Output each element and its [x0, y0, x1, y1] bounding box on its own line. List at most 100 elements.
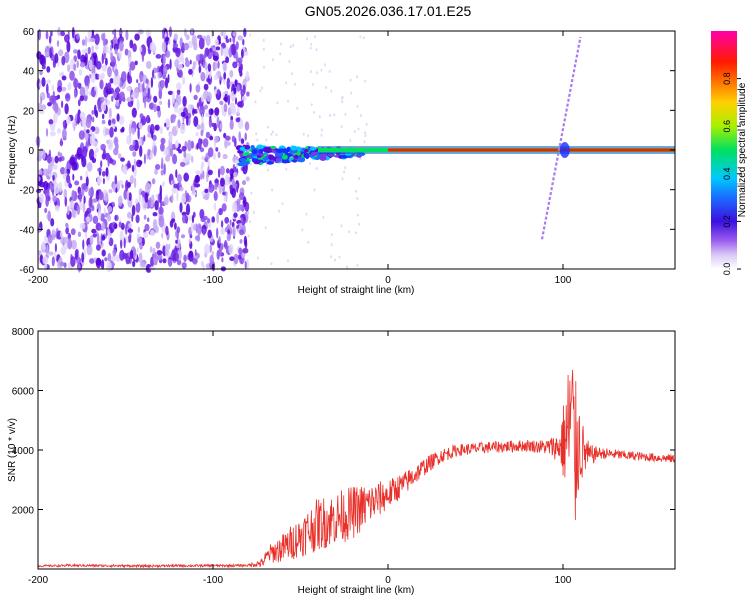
spectrogram-noise-cell [70, 256, 76, 267]
carrier-blob [237, 150, 244, 154]
spectrogram-noise-cell [42, 149, 46, 160]
spectrogram-noise-cell [54, 243, 58, 253]
spectrogram-noise-cell [106, 260, 112, 273]
colorbar: 0.0 0.2 0.4 0.6 0.8 Normalized spectral ampl… [711, 31, 748, 275]
spectrogram-noise-cell [39, 181, 46, 188]
spectrogram-noise-cell [185, 203, 191, 216]
spectrogram-noise-cell [328, 70, 331, 73]
spectrogram-noise-cell [340, 224, 343, 228]
spectrogram-noise-cell [65, 92, 71, 102]
spectrogram-noise-cell [49, 47, 52, 59]
spectrogram-noise-cell [176, 82, 182, 90]
spectrogram-noise-cell [224, 93, 229, 103]
spectrogram-noise-cell [270, 262, 273, 266]
spectrogram-noise-cell [365, 122, 368, 126]
spectrogram-noise-cell [118, 180, 124, 186]
spectrogram-noise-cell [225, 38, 230, 44]
spectrogram-noise-cell [220, 227, 226, 235]
spectrogram-noise-cell [225, 141, 231, 146]
spectrogram-noise-cell [54, 155, 59, 164]
spectrogram-noise-cell [139, 145, 143, 157]
spectrogram-noise-cell [195, 84, 201, 93]
spectrogram-noise-cell [156, 254, 163, 261]
spectrogram-noise-cell [38, 169, 43, 176]
spectrogram-noise-cell [47, 234, 53, 244]
spectrogram-noise-cell [38, 250, 42, 256]
spectrogram-noise-cell [73, 49, 78, 54]
spectrogram-noise-cell [176, 226, 181, 234]
spectrogram-noise-cell [359, 114, 362, 118]
carrier-blob [282, 154, 288, 160]
spectrogram-noise-cell [239, 239, 243, 244]
spectrogram-noise-cell [152, 247, 156, 255]
spectrogram-noise-cell [136, 79, 139, 84]
spectrogram-noise-cell [259, 89, 262, 93]
spectrogram-noise-cell [129, 175, 134, 185]
spectrogram-noise-cell [85, 132, 89, 142]
spectrogram-noise-cell [162, 53, 166, 66]
spectrogram-noise-cell [111, 95, 114, 102]
spectrogram-noise-cell [243, 235, 247, 247]
spectrogram-noise-cell [85, 48, 88, 54]
spectrogram-noise-cell [77, 263, 81, 273]
spectrogram-noise-cell [94, 126, 100, 135]
spectrogram-noise-cell [118, 115, 125, 125]
spectrogram-noise-cell [90, 72, 96, 84]
spectrogram-x-tick-label: 100 [555, 275, 572, 286]
spectrogram-noise-cell [111, 118, 116, 125]
spectrogram-noise-cell [181, 262, 187, 269]
spectrogram-noise-cell [149, 41, 156, 52]
spectrogram-noise-cell [39, 70, 43, 76]
spectrogram-noise-cell [189, 234, 193, 239]
spectrogram-noise-cell [48, 119, 54, 125]
spectrogram-noise-cell [172, 153, 178, 165]
spectrogram-noise-cell [64, 166, 67, 177]
spectrogram-noise-cell [204, 188, 209, 193]
spectrogram-noise-cell [128, 123, 132, 135]
spectrogram-noise-cell [129, 249, 134, 260]
spectrogram-noise-cell [40, 243, 47, 254]
carrier-blob [298, 157, 306, 163]
spectrogram-noise-cell [136, 247, 139, 253]
spectrogram-noise-cell [95, 110, 99, 118]
spectrogram-noise-cell [52, 164, 58, 170]
spectrogram-noise-cell [179, 37, 183, 48]
spectrogram-noise-cell [341, 96, 344, 100]
spectrogram-noise-cell [270, 132, 273, 136]
spectrogram-noise-cell [179, 123, 186, 135]
spectrogram-noise-cell [152, 212, 158, 217]
spectrogram-noise-cell [233, 171, 238, 178]
spectrogram-noise-cell [88, 59, 93, 71]
spectrogram-noise-cell [344, 166, 347, 170]
spectrogram-noise-cell [163, 163, 166, 175]
carrier-line [235, 144, 675, 167]
spectrogram-noise-cell [202, 138, 209, 148]
spectrogram-noise-cell [186, 153, 192, 161]
spectrogram-noise-cell [208, 117, 212, 128]
spectrogram-noise-cell [132, 139, 136, 146]
spectrogram-noise-cell [169, 58, 172, 70]
spectrogram-noise-cell [162, 65, 168, 76]
spectrogram-noise-cell [59, 261, 65, 267]
spectrogram-noise-cell [341, 177, 344, 181]
spectrogram-noise-cell [57, 128, 61, 134]
spectrogram-noise-cell [192, 109, 199, 114]
spectrogram-noise-cell [221, 257, 224, 263]
spectrogram-noise-cell [168, 132, 173, 143]
carrier-blob [305, 153, 310, 160]
spectrogram-noise-cell [86, 162, 93, 172]
spectrogram-noise-cell [97, 208, 102, 221]
spectrogram-noise-cell [121, 165, 128, 174]
spectrogram-noise-cell [38, 108, 45, 115]
spectrogram-noise-cell [201, 161, 205, 168]
carrier-blob [270, 145, 277, 149]
spectrogram-noise-cell [358, 222, 361, 226]
carrier-blob [291, 159, 298, 163]
snr-y-tick-label: 6000 [12, 387, 35, 398]
spectrogram-noise-cell [112, 90, 117, 99]
spectrogram-noise-cell [139, 113, 144, 119]
spectrogram-noise-cell [216, 212, 219, 224]
spectrogram-noise-cell [141, 50, 145, 63]
spectrogram-noise-cell [211, 216, 215, 223]
spectrogram-noise-cell [233, 253, 239, 265]
